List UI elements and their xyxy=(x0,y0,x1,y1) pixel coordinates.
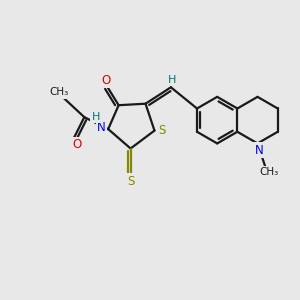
Text: H: H xyxy=(168,75,177,85)
Text: N: N xyxy=(97,121,106,134)
Text: O: O xyxy=(101,74,111,87)
Text: H: H xyxy=(92,112,100,122)
Text: N: N xyxy=(255,143,263,157)
Text: S: S xyxy=(158,124,166,137)
Text: O: O xyxy=(72,138,82,151)
Text: CH₃: CH₃ xyxy=(260,167,279,177)
Text: S: S xyxy=(127,175,134,188)
Text: CH₃: CH₃ xyxy=(49,87,68,98)
